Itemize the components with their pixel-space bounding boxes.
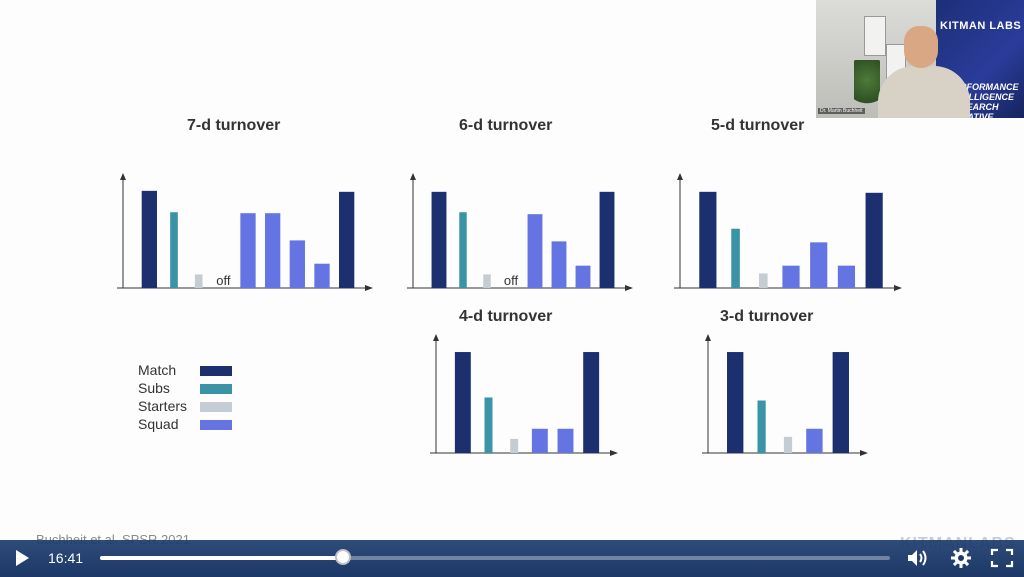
bar-squad xyxy=(531,428,548,453)
bar-subs xyxy=(731,228,740,288)
bar-match xyxy=(454,352,471,453)
bar-subs xyxy=(170,212,178,288)
x-axis-arrow xyxy=(860,450,868,456)
webcam-shelf xyxy=(864,16,886,56)
video-player-controls: 16:41 xyxy=(0,540,1024,577)
legend-swatch-squad xyxy=(200,420,232,430)
bar-subs xyxy=(757,400,766,453)
fullscreen-icon[interactable] xyxy=(990,548,1014,573)
webcam-plant xyxy=(854,60,880,110)
bar-squad xyxy=(289,240,305,288)
bar-match xyxy=(727,352,744,453)
x-axis-arrow xyxy=(610,450,618,456)
bar-starters xyxy=(758,273,768,288)
legend-label: Squad xyxy=(138,416,179,432)
x-axis-arrow xyxy=(365,285,373,291)
current-time: 16:41 xyxy=(48,550,84,566)
webcam-overlay: KITMAN LABS PERFORMANCE INTELLIGENCE RES… xyxy=(816,0,1024,118)
chart-4d-turnover xyxy=(430,334,618,456)
legend-label: Subs xyxy=(138,380,170,396)
chart-3d-turnover xyxy=(702,334,868,456)
bar-squad xyxy=(810,242,828,288)
annotation-off-label: off xyxy=(504,273,519,288)
chart-7d-turnover: off xyxy=(117,173,373,291)
bar-starters xyxy=(783,436,793,453)
bar-squad xyxy=(806,428,823,453)
chart-title-3d: 3-d turnover xyxy=(720,308,814,325)
y-axis-arrow xyxy=(677,173,683,180)
bar-match xyxy=(431,191,447,288)
chart-title-7d: 7-d turnover xyxy=(187,117,281,134)
bar-squad xyxy=(527,214,543,288)
seek-bar-progress xyxy=(100,556,343,560)
bar-match xyxy=(599,191,615,288)
y-axis-arrow xyxy=(410,173,416,180)
bar-starters xyxy=(194,274,203,288)
y-axis-arrow xyxy=(433,334,439,341)
webcam-banner-text: PERFORMANCE INTELLIGENCE RESEARCH INITIA… xyxy=(948,82,1019,118)
chart-6d-turnover: off xyxy=(407,173,633,291)
gear-icon[interactable] xyxy=(950,547,972,574)
legend-label: Match xyxy=(138,362,177,378)
presenter-head xyxy=(904,26,938,68)
bar-squad xyxy=(557,428,574,453)
play-icon[interactable] xyxy=(14,549,30,572)
x-axis-arrow xyxy=(625,285,633,291)
seek-bar[interactable] xyxy=(100,549,890,565)
chart-5d-turnover xyxy=(674,173,902,291)
bar-match xyxy=(339,191,355,288)
bar-squad xyxy=(551,241,567,288)
legend-label: Starters xyxy=(138,398,188,414)
bar-starters xyxy=(483,274,491,288)
bar-match xyxy=(832,352,849,453)
seek-bar-thumb[interactable] xyxy=(334,549,351,565)
bar-match xyxy=(141,190,157,288)
bar-match xyxy=(583,352,600,453)
bar-squad xyxy=(240,213,256,288)
x-axis-arrow xyxy=(894,285,902,291)
legend-swatch-starters xyxy=(200,402,232,412)
presenter-body xyxy=(878,66,970,118)
webcam-brand-logo: KITMAN LABS xyxy=(940,20,1022,32)
chart-title-5d: 5-d turnover xyxy=(711,117,805,134)
chart-title-6d: 6-d turnover xyxy=(459,117,553,134)
annotation-off-label: off xyxy=(216,273,231,288)
legend-swatch-match xyxy=(200,366,232,376)
bar-squad xyxy=(837,265,856,288)
bar-squad xyxy=(782,265,800,288)
bar-subs xyxy=(484,397,493,453)
bar-squad xyxy=(314,263,330,288)
legend-swatch-subs xyxy=(200,384,232,394)
bar-squad xyxy=(575,265,591,288)
bar-starters xyxy=(510,438,519,453)
bar-subs xyxy=(459,212,467,288)
bar-match xyxy=(865,192,883,288)
y-axis-arrow xyxy=(120,173,126,180)
chart-title-4d: 4-d turnover xyxy=(459,308,553,325)
volume-icon[interactable] xyxy=(906,548,930,573)
y-axis-arrow xyxy=(705,334,711,341)
bar-squad xyxy=(265,213,281,288)
webcam-caption: Dr. Martin Buchheit xyxy=(818,108,865,114)
bar-match xyxy=(699,191,717,288)
